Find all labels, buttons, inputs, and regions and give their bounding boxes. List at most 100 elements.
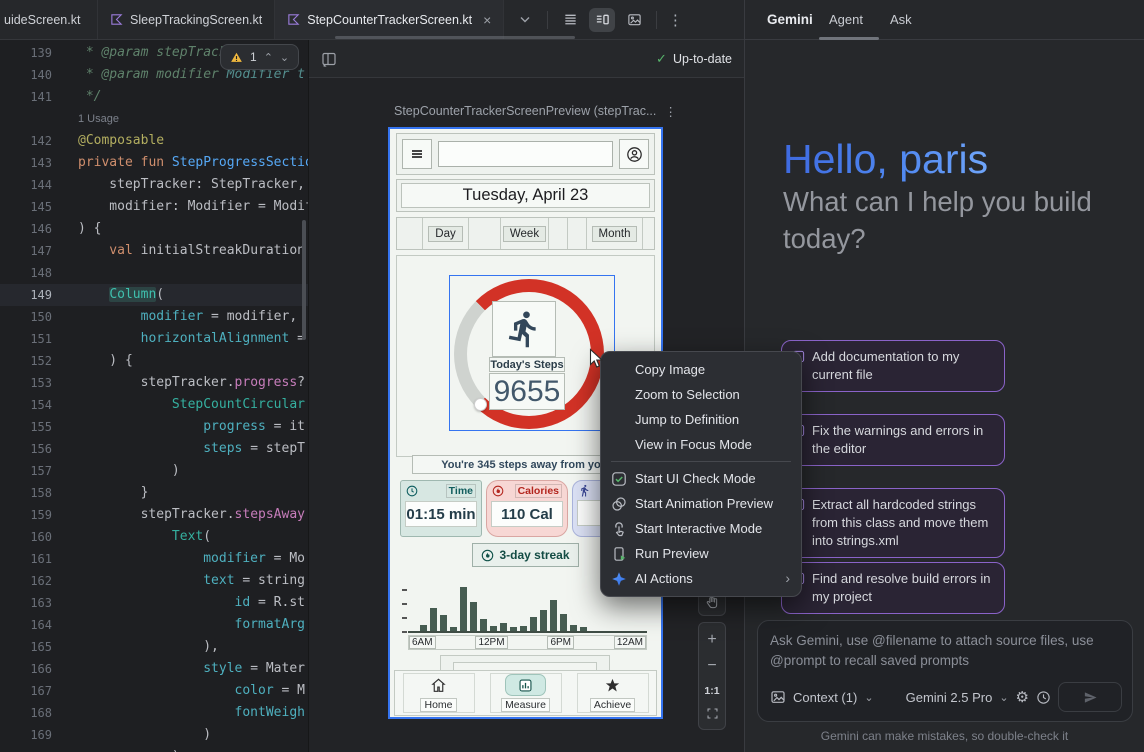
code-line[interactable]: 170 ) xyxy=(0,746,308,752)
code-line[interactable]: 140 * @param modifier Modifier t xyxy=(0,64,308,86)
code-text: ) { xyxy=(78,221,102,236)
zoom-actual-size-button[interactable]: 1:1 xyxy=(704,684,720,697)
streak-row: 3-day streak xyxy=(390,543,661,567)
tab-agent[interactable]: Agent xyxy=(829,12,863,27)
chart-bar xyxy=(480,619,487,631)
nav-item-achieve[interactable]: Achieve xyxy=(576,673,649,713)
code-line[interactable]: 147 val initialStreakDuration xyxy=(0,240,308,262)
code-line[interactable]: 148 xyxy=(0,262,308,284)
code-line[interactable]: 142 @Composable xyxy=(0,130,308,152)
metric-card-time[interactable]: Time 01:15 min xyxy=(400,480,482,537)
preview-phone-frame[interactable]: Tuesday, April 23 Day Week Month Toda xyxy=(388,127,663,719)
chart-bar xyxy=(510,627,517,631)
code-line[interactable]: 163 id = R.st xyxy=(0,592,308,614)
zoom-in-button[interactable]: + xyxy=(707,631,717,649)
view-split-icon[interactable] xyxy=(589,7,616,32)
menu-item-start-animation-preview[interactable]: Start Animation Preview xyxy=(601,491,801,516)
period-segmented-control: Day Week Month xyxy=(396,217,655,250)
code-line[interactable]: 161 modifier = Mo xyxy=(0,548,308,570)
menu-item-start-ui-check-mode[interactable]: Start UI Check Mode xyxy=(601,466,801,491)
model-selector[interactable]: Gemini 2.5 Pro xyxy=(905,689,993,705)
metric-card-calories[interactable]: Calories 110 Cal xyxy=(486,480,568,537)
nav-item-home[interactable]: Home xyxy=(402,673,475,713)
code-line[interactable]: 160 Text( xyxy=(0,526,308,548)
send-button[interactable] xyxy=(1058,682,1122,712)
code-line[interactable]: 152 ) { xyxy=(0,350,308,372)
menu-button[interactable] xyxy=(402,139,432,169)
attach-image-icon[interactable] xyxy=(770,689,786,705)
code-line[interactable]: 164 formatArg xyxy=(0,614,308,636)
code-line[interactable]: 144 stepTracker: StepTracker, xyxy=(0,174,308,196)
segment-day[interactable]: Day xyxy=(423,218,469,249)
settings-gear-icon[interactable]: ⚙ xyxy=(1015,689,1029,706)
code-line[interactable]: 157 ) xyxy=(0,460,308,482)
code-line[interactable]: 145 modifier: Modifier = Modifier xyxy=(0,196,308,218)
history-icon[interactable] xyxy=(1036,690,1051,705)
gemini-input-box[interactable]: Ask Gemini, use @filename to attach sour… xyxy=(757,620,1133,722)
menu-item-view-in-focus-mode[interactable]: View in Focus Mode xyxy=(601,432,801,457)
tab-step-counter-tracker-screen[interactable]: StepCounterTrackerScreen.kt × xyxy=(275,0,505,39)
tab-label: SleepTrackingScreen.kt xyxy=(130,12,263,27)
search-field[interactable] xyxy=(438,141,613,167)
menu-item-zoom-to-selection[interactable]: Zoom to Selection xyxy=(601,382,801,407)
close-tab-icon[interactable]: × xyxy=(483,11,492,28)
code-line[interactable]: 149 Column( xyxy=(0,284,308,306)
code-line[interactable]: 165 ), xyxy=(0,636,308,658)
suggestion-card-find-and-resolve[interactable]: Find and resolve build errors in my proj… xyxy=(781,562,1005,614)
inspections-widget[interactable]: 1 ⌃ ⌄ xyxy=(220,44,300,70)
ai-spark-icon xyxy=(611,571,627,587)
segment-month[interactable]: Month xyxy=(587,218,643,249)
code-line[interactable]: 168 fontWeigh xyxy=(0,702,308,724)
code-line[interactable]: 151 horizontalAlignment = xyxy=(0,328,308,350)
code-inlay-row[interactable]: 1 Usage xyxy=(0,108,308,130)
line-number: 147 xyxy=(30,244,52,258)
code-line[interactable]: 150 modifier = modifier, xyxy=(0,306,308,328)
menu-item-start-interactive-mode[interactable]: Start Interactive Mode xyxy=(601,516,801,541)
segment-week[interactable]: Week xyxy=(501,218,549,249)
preview-title[interactable]: StepCounterTrackerScreenPreview (stepTra… xyxy=(394,104,677,119)
chart-bar xyxy=(430,608,437,631)
tab-ask[interactable]: Ask xyxy=(890,12,912,27)
code-line[interactable]: 155 progress = it xyxy=(0,416,308,438)
code-line[interactable]: 159 stepTracker.stepsAway xyxy=(0,504,308,526)
preview-layout-icon[interactable] xyxy=(321,51,337,67)
tab-sleep-tracking-screen[interactable]: SleepTrackingScreen.kt xyxy=(98,0,276,39)
code-line[interactable]: 169 ) xyxy=(0,724,308,746)
editor-more-options-icon[interactable]: ⋮ xyxy=(667,11,683,29)
tabs-dropdown-icon[interactable] xyxy=(512,8,538,32)
account-icon[interactable] xyxy=(619,139,649,169)
ui-check-icon xyxy=(611,471,627,487)
menu-item-ai-actions[interactable]: AI Actions › xyxy=(601,566,801,591)
next-issue-icon[interactable]: ⌄ xyxy=(279,51,290,64)
editor-scrollbar[interactable] xyxy=(302,220,306,340)
context-selector[interactable]: Context (1) xyxy=(793,689,858,705)
code-line[interactable]: 162 text = string xyxy=(0,570,308,592)
code-line[interactable]: 141 */ xyxy=(0,86,308,108)
menu-item-run-preview[interactable]: Run Preview xyxy=(601,541,801,566)
code-line[interactable]: 153 stepTracker.progress? xyxy=(0,372,308,394)
code-line[interactable]: 158 } xyxy=(0,482,308,504)
zoom-out-button[interactable]: − xyxy=(707,657,717,675)
code-line[interactable]: 143 private fun StepProgressSection( xyxy=(0,152,308,174)
preview-more-options-icon[interactable]: ⋮ xyxy=(664,105,677,119)
menu-item-copy-image[interactable]: Copy Image xyxy=(601,357,801,382)
line-number: 151 xyxy=(30,332,52,346)
code-line[interactable]: 167 color = M xyxy=(0,680,308,702)
tab-guide-screen[interactable]: uideScreen.kt xyxy=(0,0,98,39)
tab-strip-scrollbar[interactable] xyxy=(335,36,575,39)
menu-item-jump-to-definition[interactable]: Jump to Definition xyxy=(601,407,801,432)
suggestion-card-add-documentation-to[interactable]: Add documentation to my current file xyxy=(781,340,1005,392)
view-design-icon[interactable] xyxy=(621,8,647,32)
menu-item-label: View in Focus Mode xyxy=(635,437,752,452)
zoom-to-fit-button[interactable] xyxy=(706,707,719,720)
code-editor[interactable]: 139 * @param stepTracker 140 * @param mod… xyxy=(0,40,308,752)
code-line[interactable]: 154 StepCountCircular xyxy=(0,394,308,416)
code-line[interactable]: 146) { xyxy=(0,218,308,240)
previous-issue-icon[interactable]: ⌃ xyxy=(263,51,273,64)
view-code-icon[interactable] xyxy=(557,8,583,32)
nav-item-measure[interactable]: Measure xyxy=(489,673,562,713)
code-line[interactable]: 166 style = Mater xyxy=(0,658,308,680)
code-line[interactable]: 156 steps = stepT xyxy=(0,438,308,460)
suggestion-card-extract-all-hardcoded[interactable]: Extract all hardcoded strings from this … xyxy=(781,488,1005,558)
suggestion-card-fix-the-warnings[interactable]: Fix the warnings and errors in the edito… xyxy=(781,414,1005,466)
